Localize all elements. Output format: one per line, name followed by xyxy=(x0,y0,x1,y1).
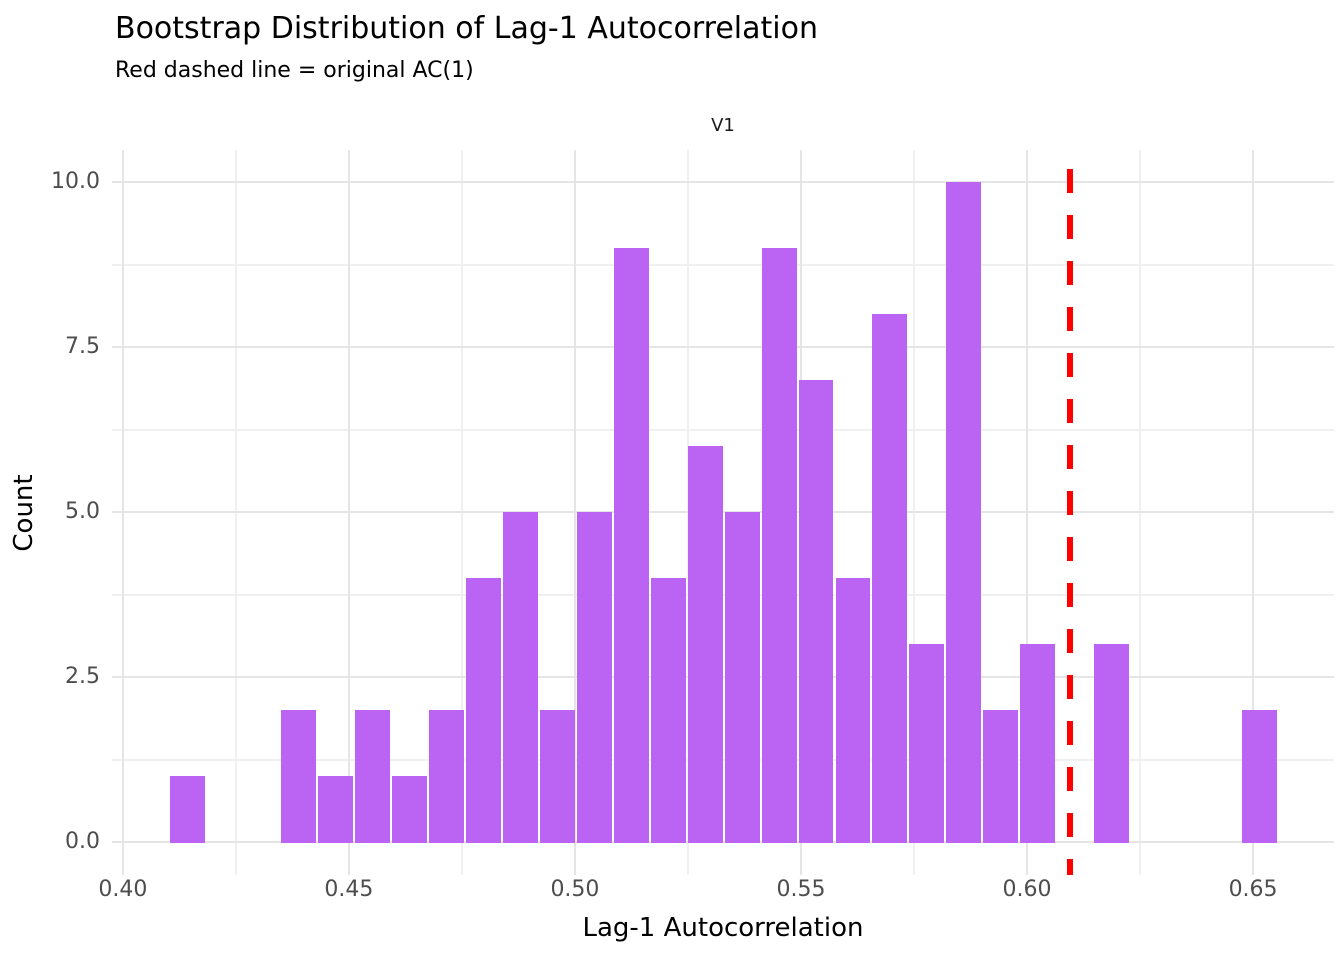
y-major-gridline xyxy=(112,676,1334,679)
facet-strip-label: V1 xyxy=(711,115,735,136)
histogram-bar xyxy=(576,512,612,843)
y-minor-gridline xyxy=(112,428,1334,431)
y-major-gridline xyxy=(112,181,1334,184)
histogram-bar xyxy=(502,512,538,843)
histogram-bar xyxy=(872,314,908,843)
y-tick-label: 5.0 xyxy=(65,499,100,525)
y-tick-label: 7.5 xyxy=(65,334,100,360)
plot-panel xyxy=(112,150,1334,875)
y-minor-gridline xyxy=(112,593,1334,596)
x-axis-title: Lag-1 Autocorrelation xyxy=(582,913,864,943)
histogram-bar xyxy=(281,710,317,843)
chart-subtitle: Red dashed line = original AC(1) xyxy=(115,58,474,83)
histogram-bar xyxy=(724,512,760,843)
chart-title: Bootstrap Distribution of Lag-1 Autocorr… xyxy=(115,11,818,46)
y-minor-gridline xyxy=(112,758,1334,761)
histogram-bar xyxy=(946,182,982,843)
histogram-bar xyxy=(318,776,354,843)
x-tick-label: 0.60 xyxy=(1002,877,1052,902)
histogram-bar xyxy=(687,446,723,843)
y-minor-gridline xyxy=(112,263,1334,266)
y-major-gridline xyxy=(112,841,1334,843)
histogram-bar xyxy=(909,644,945,843)
y-major-gridline xyxy=(112,346,1334,349)
histogram-bar xyxy=(650,578,686,843)
x-tick-label: 0.45 xyxy=(324,877,374,902)
histogram-bar xyxy=(170,776,206,843)
histogram-bar xyxy=(1020,644,1056,843)
histogram-bar xyxy=(392,776,428,843)
histogram-bar xyxy=(539,710,575,843)
y-tick-label: 10.0 xyxy=(51,169,100,195)
histogram-bar xyxy=(1241,710,1277,843)
y-major-gridline xyxy=(112,511,1334,514)
histogram-bar xyxy=(835,578,871,843)
x-tick-label: 0.55 xyxy=(776,877,826,902)
x-tick-label: 0.65 xyxy=(1228,877,1278,902)
histogram-bar xyxy=(798,380,834,843)
histogram-bar xyxy=(761,248,797,843)
x-tick-label: 0.40 xyxy=(98,877,148,902)
x-tick-label: 0.50 xyxy=(550,877,600,902)
original-ac1-vline xyxy=(1066,150,1073,875)
histogram-bar xyxy=(429,710,464,843)
histogram-bar xyxy=(355,710,391,843)
histogram-bar xyxy=(1094,644,1130,843)
y-tick-label: 0.0 xyxy=(65,829,100,854)
histogram-bar xyxy=(466,578,501,843)
histogram-bar xyxy=(983,710,1019,843)
histogram-bar xyxy=(613,248,649,843)
y-tick-label: 2.5 xyxy=(65,664,100,690)
